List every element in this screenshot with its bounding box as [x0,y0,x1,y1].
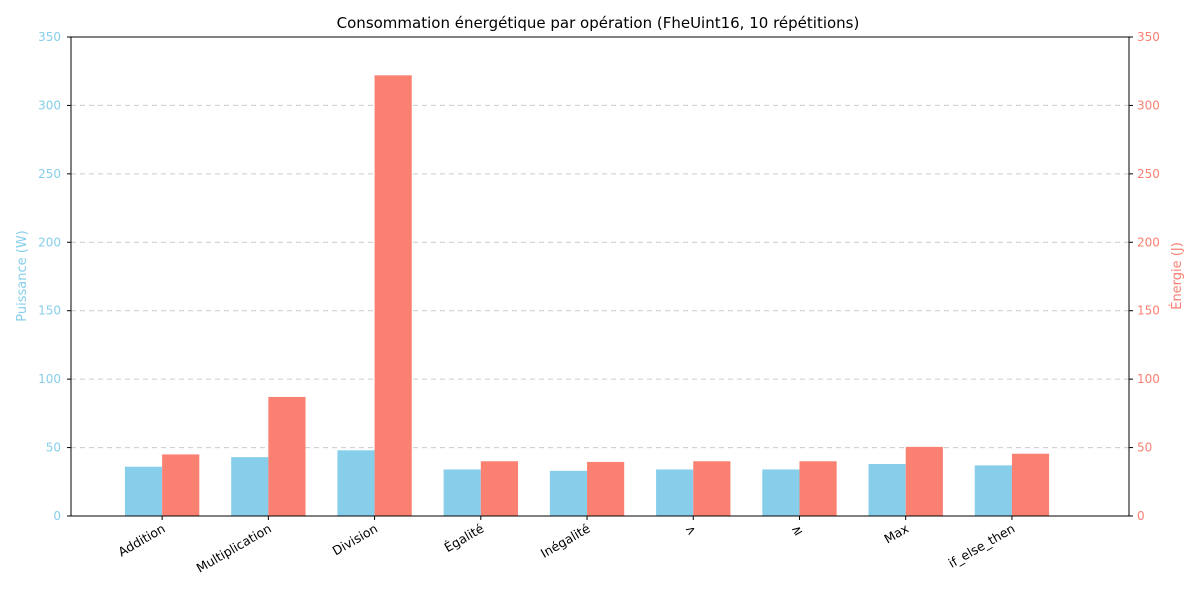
chart-title: Consommation énergétique par opération (… [337,14,860,32]
category-label: > [682,521,699,539]
axes [70,36,1130,520]
bar-power-7 [868,463,906,516]
category-label: Division [330,521,380,559]
left-y-ticks: 0 50 100 150 200 250 300 350 [38,30,71,523]
bar-power-2 [337,450,375,516]
right-tick-label: 350 [1137,30,1160,44]
right-tick-label: 200 [1137,235,1160,249]
right-y-axis-label: Énergie (J) [1169,242,1185,310]
category-label: Inégalité [538,520,593,560]
category-label: Max [881,521,911,547]
left-tick-label: 300 [38,98,61,112]
bar-power-5 [656,469,694,516]
bar-power-8 [974,465,1012,516]
left-tick-label: 350 [38,30,61,44]
bar-energy-4 [587,461,625,516]
bar-energy-8 [1011,453,1050,516]
bar-energy-6 [799,461,837,516]
left-tick-label: 50 [46,441,61,455]
bar-power-3 [443,469,481,516]
bar-power-4 [549,470,588,516]
right-tick-label: 0 [1137,509,1145,523]
right-tick-label: 250 [1137,167,1160,181]
category-label: if_else_then [946,521,1018,571]
right-tick-label: 150 [1137,304,1160,318]
bar-energy-0 [162,454,200,516]
right-tick-label: 50 [1137,441,1152,455]
plot-frame [70,36,1130,517]
bar-energy-1 [268,396,306,516]
left-tick-label: 150 [38,304,61,318]
right-tick-label: 300 [1137,98,1160,112]
bar-power-6 [762,469,800,516]
bar-energy-5 [693,461,731,516]
bar-energy-3 [480,461,518,516]
category-label: Égalité [442,520,487,555]
left-y-axis-label: Puissance (W) [15,230,30,322]
category-label: Addition [115,521,167,560]
bar-energy-7 [905,446,943,516]
gridlines [71,36,1129,449]
left-tick-label: 0 [53,509,61,523]
right-tick-label: 100 [1137,372,1160,386]
left-tick-label: 100 [38,372,61,386]
bar-power-1 [231,457,269,516]
category-label: ≥ [788,521,805,539]
category-label: Multiplication [194,521,274,576]
bar-energy-2 [374,75,412,516]
bar-power-0 [124,466,163,516]
right-y-ticks: 0 50 100 150 200 250 300 350 [1129,30,1160,523]
left-tick-label: 200 [38,235,61,249]
category-labels: Addition Multiplication Division Égalité Iné… [115,520,1017,575]
bars [124,75,1050,516]
left-tick-label: 250 [38,167,61,181]
